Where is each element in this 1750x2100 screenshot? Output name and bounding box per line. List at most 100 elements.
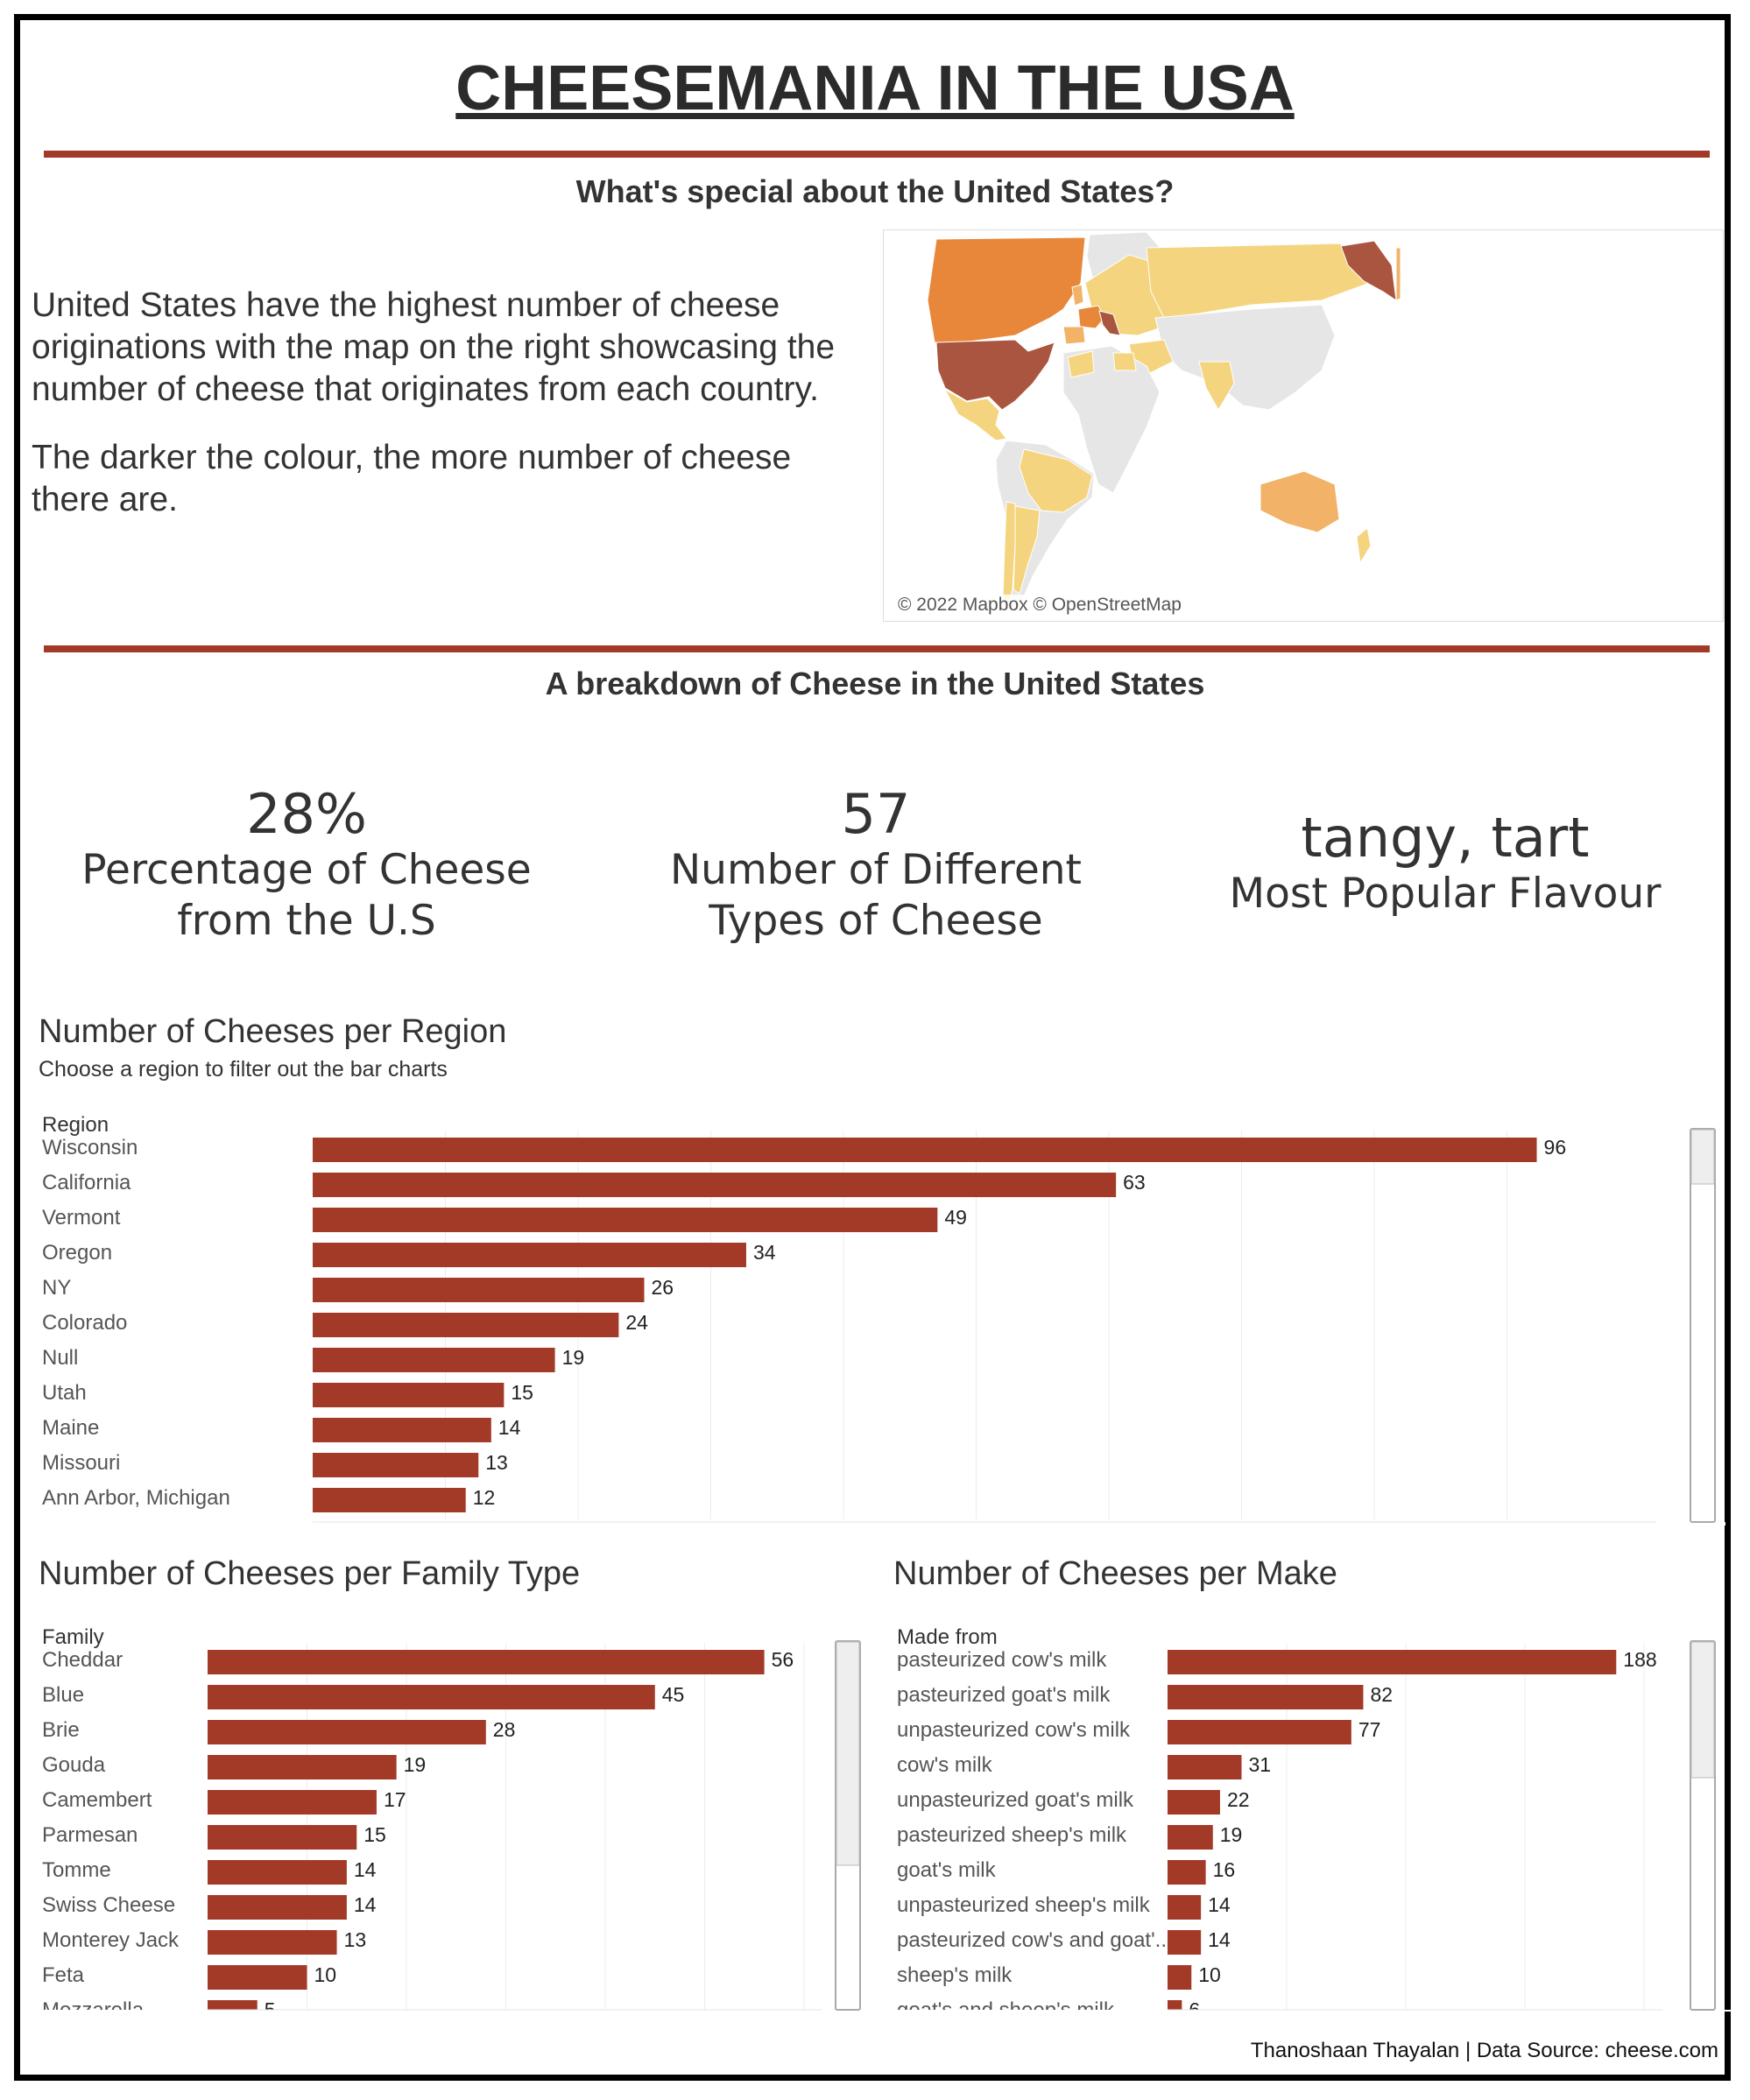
family-chart[interactable]: Family Cheddar 56 Blue 45 Brie 28 Gouda 19 Camemb… (35, 1617, 876, 2100)
bar[interactable] (313, 1348, 555, 1372)
category-label[interactable]: Swiss Cheese (42, 1893, 175, 1917)
category-label[interactable]: California (42, 1171, 131, 1194)
value-label: 14 (354, 1858, 377, 1881)
category-label[interactable]: NY (42, 1276, 71, 1300)
bar[interactable] (313, 1173, 1117, 1197)
kpi-types: 57 Number of Different Types of Cheese (591, 784, 1161, 947)
make-chart[interactable]: Made from pasteurized cow's milk 188 pasteu… (890, 1617, 1731, 2100)
category-label[interactable]: Monterey Jack (42, 1928, 180, 1952)
value-label: 13 (485, 1451, 508, 1474)
value-label: 26 (652, 1276, 674, 1299)
bar[interactable] (313, 1243, 746, 1267)
bar[interactable] (1168, 1755, 1242, 1779)
value-label: 77 (1358, 1718, 1381, 1741)
bar[interactable] (313, 1488, 466, 1512)
category-label[interactable]: goat's and sheep's milk (897, 1998, 1115, 2022)
category-label[interactable]: Feta (42, 1963, 85, 1987)
bar[interactable] (1168, 1720, 1351, 1744)
category-label[interactable]: Parmesan (42, 1823, 138, 1847)
value-label: 14 (1208, 1928, 1231, 1951)
axis-header: Region (42, 1113, 109, 1137)
bar[interactable] (208, 1895, 347, 1920)
category-label[interactable]: Mozzarella (42, 1998, 145, 2022)
bar[interactable] (1168, 1790, 1220, 1815)
category-label[interactable]: pasteurized goat's milk (897, 1683, 1111, 1707)
intro-text: United States have the highest number of… (32, 285, 855, 547)
category-label[interactable]: pasteurized cow's milk (897, 1648, 1107, 1672)
category-label[interactable]: Ann Arbor, Michigan (42, 1486, 230, 1510)
bar[interactable] (208, 1860, 347, 1885)
bar[interactable] (313, 1453, 479, 1477)
section1-heading: What's special about the United States? (575, 173, 1175, 209)
region-chart[interactable]: Region Wisconsin 96 California 63 Vermont 49 Or… (35, 1105, 1725, 1697)
map-alaska (1340, 240, 1397, 302)
category-label[interactable]: Maine (42, 1416, 99, 1440)
bar[interactable] (1168, 1860, 1206, 1885)
map-russia (1146, 243, 1375, 319)
bar[interactable] (313, 1138, 1537, 1162)
bar[interactable] (313, 1383, 505, 1407)
category-label[interactable]: Cheddar (42, 1648, 123, 1672)
bar[interactable] (1168, 1895, 1202, 1920)
category-label[interactable]: goat's milk (897, 1858, 997, 1882)
category-label[interactable]: unpasteurized sheep's milk (897, 1893, 1151, 1917)
value-label: 19 (1220, 1823, 1243, 1846)
category-label[interactable]: Missouri (42, 1451, 120, 1475)
bar[interactable] (208, 1790, 377, 1815)
category-label[interactable]: Colorado (42, 1311, 127, 1335)
value-label: 31 (1248, 1753, 1271, 1776)
world-map-svg (927, 231, 1401, 609)
scrollbar-thumb[interactable] (1690, 1129, 1715, 1185)
bar[interactable] (1168, 1930, 1202, 1955)
category-label[interactable]: unpasteurized cow's milk (897, 1718, 1131, 1742)
category-label[interactable]: Wisconsin (42, 1136, 138, 1159)
map-argentina (1013, 505, 1041, 595)
value-label: 188 (1623, 1648, 1656, 1671)
value-label: 17 (384, 1788, 406, 1811)
category-label[interactable]: Brie (42, 1718, 80, 1742)
category-label[interactable]: Camembert (42, 1788, 152, 1812)
divider-top (44, 151, 1710, 158)
category-label[interactable]: Gouda (42, 1753, 106, 1777)
scrollbar-track[interactable] (1690, 1128, 1716, 1523)
bar[interactable] (208, 1685, 655, 1709)
category-label[interactable]: Tomme (42, 1858, 111, 1882)
category-label[interactable]: sheep's milk (897, 1963, 1013, 1987)
bar[interactable] (1168, 1965, 1192, 1990)
family-chart-title: Number of Cheeses per Family Type (39, 1555, 581, 1592)
bar[interactable] (208, 1650, 765, 1674)
category-label[interactable]: cow's milk (897, 1753, 993, 1777)
kpi-percentage-value: 28% (246, 782, 367, 846)
bar[interactable] (313, 1313, 619, 1337)
category-label[interactable]: Vermont (42, 1206, 121, 1230)
bar[interactable] (208, 1930, 337, 1955)
scrollbar-thumb[interactable] (836, 1641, 860, 1866)
bar[interactable] (208, 1825, 357, 1850)
bar[interactable] (313, 1208, 938, 1232)
region-chart-subtitle: Choose a region to filter out the bar ch… (39, 1057, 448, 1082)
category-label[interactable]: Null (42, 1346, 78, 1370)
bar[interactable] (208, 1755, 397, 1779)
category-label[interactable]: Blue (42, 1683, 84, 1707)
category-label[interactable]: unpasteurized goat's milk (897, 1788, 1134, 1812)
category-label[interactable]: Oregon (42, 1241, 112, 1265)
category-label[interactable]: pasteurized cow's and goat'.. (897, 1928, 1167, 1952)
bar[interactable] (313, 1278, 645, 1302)
bar[interactable] (208, 1965, 307, 1990)
scrollbar-thumb[interactable] (1690, 1641, 1715, 1779)
category-label[interactable]: pasteurized sheep's milk (897, 1823, 1127, 1847)
category-label[interactable]: Utah (42, 1381, 87, 1405)
intro-paragraph-2: The darker the colour, the more number o… (32, 439, 792, 518)
world-map[interactable]: © 2022 Mapbox © OpenStreetMap (883, 229, 1724, 622)
map-brazil (1019, 448, 1093, 513)
scroll-clip (35, 1522, 1725, 1697)
axis-header: Made from (897, 1625, 998, 1649)
bar[interactable] (1168, 1825, 1213, 1850)
kpi-flavour-label: Most Popular Flavour (1229, 870, 1662, 918)
bar[interactable] (313, 1418, 491, 1442)
bar[interactable] (1168, 1650, 1617, 1674)
bar[interactable] (208, 1720, 486, 1744)
bar[interactable] (1168, 1685, 1364, 1709)
map-usa (935, 339, 1055, 411)
